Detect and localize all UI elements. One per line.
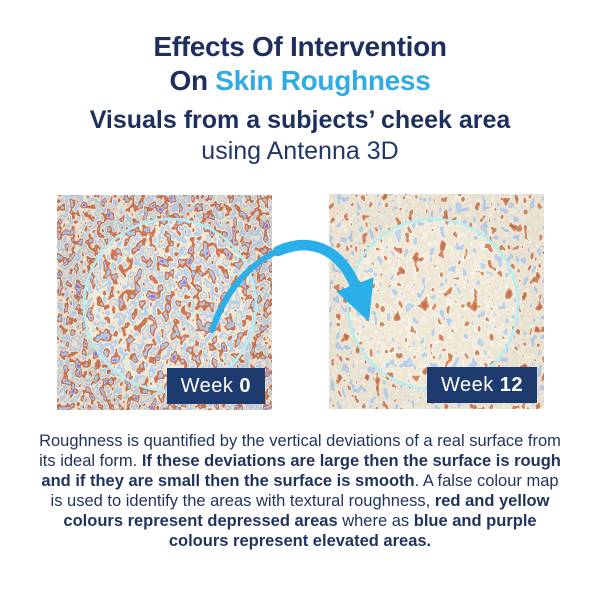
page-title: Effects Of Intervention On Skin Roughnes… bbox=[0, 30, 600, 98]
week0-badge: Week 0 bbox=[166, 368, 265, 404]
paragraph-seg5: where as bbox=[337, 512, 414, 530]
subtitle-regular: using Antenna 3D bbox=[201, 137, 399, 165]
subtitle-bold: Visuals from a subjects’ cheek area bbox=[89, 106, 511, 134]
paragraph-seg6-bold: blue and purple colours represent elevat… bbox=[168, 512, 537, 550]
title-line1: Effects Of Intervention bbox=[153, 31, 447, 62]
skin-texture-week12-image: Week 12 bbox=[329, 194, 544, 409]
skin-texture-week0-image: Week 0 bbox=[57, 195, 272, 410]
title-line2: On Skin Roughness bbox=[0, 64, 600, 98]
week0-badge-value: 0 bbox=[239, 374, 251, 397]
paragraph-seg1: Roughness is quantified by the vertical … bbox=[39, 432, 561, 470]
week12-badge: Week 12 bbox=[426, 367, 537, 403]
description-paragraph: Roughness is quantified by the vertical … bbox=[35, 431, 565, 551]
title-line2-prefix: On bbox=[169, 65, 216, 96]
week12-badge-label: Week bbox=[440, 373, 494, 396]
title-highlight: Skin Roughness bbox=[215, 65, 431, 96]
page-subtitle: Visuals from a subjects’ cheek area usin… bbox=[75, 105, 525, 167]
week0-badge-label: Week bbox=[180, 374, 234, 397]
week12-badge-value: 12 bbox=[499, 373, 523, 396]
paragraph-seg2-bold: If these deviations are large then the s… bbox=[41, 452, 561, 490]
paragraph-seg4-bold: red and yellow colours represent depress… bbox=[63, 492, 550, 530]
paragraph-seg3: . A false colour map is used to identify… bbox=[50, 472, 559, 510]
